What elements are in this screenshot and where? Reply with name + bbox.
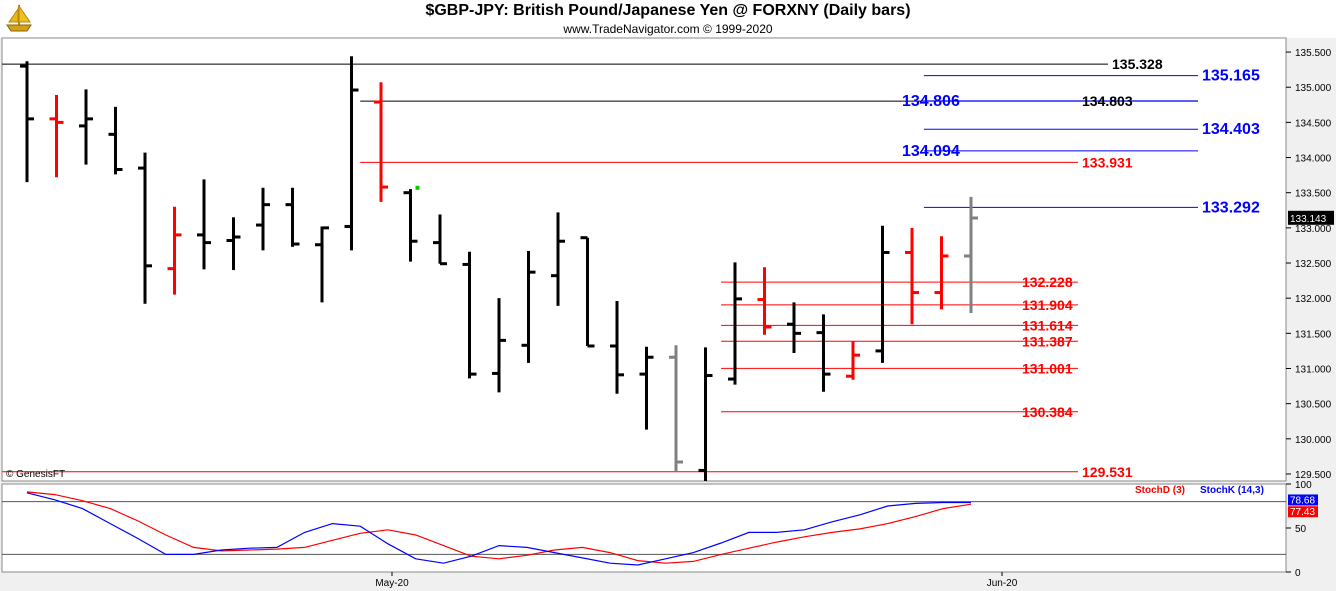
price-tick-label: 130.500	[1295, 400, 1332, 411]
level-label-134.403: 134.403	[1202, 121, 1260, 138]
level-label-131.387: 131.387	[1022, 333, 1073, 349]
ohlc-bar[interactable]	[197, 179, 211, 270]
price-tick-label: 135.500	[1295, 48, 1332, 59]
last-d-box	[1288, 506, 1318, 518]
ohlc-bar[interactable]	[374, 82, 388, 202]
level-label-131.904: 131.904	[1022, 297, 1073, 313]
price-panel-frame	[1, 37, 1287, 482]
ohlc-bar[interactable]	[551, 212, 565, 306]
ohlc-bar[interactable]	[521, 251, 536, 363]
ohlc-bar[interactable]	[698, 347, 713, 481]
level-label-135.165: 135.165	[1202, 68, 1260, 85]
stoch-k-legend: StochK (14,3)	[1200, 485, 1264, 496]
last-d-label: 77.43	[1290, 507, 1315, 518]
last-price-box	[1288, 210, 1334, 225]
level-label-129.531: 129.531	[1082, 464, 1133, 480]
price-tick-label: 129.500	[1295, 470, 1332, 481]
chart-subtitle: www.TradeNavigator.com © 1999-2020	[563, 22, 773, 36]
price-tick-label: 133.500	[1295, 189, 1332, 200]
price-tick-label: 131.500	[1295, 329, 1332, 340]
last-k-box	[1288, 494, 1318, 506]
price-tick-label: 135.000	[1295, 83, 1332, 94]
stoch-line-d	[26, 491, 972, 564]
ohlc-bar[interactable]	[934, 236, 949, 310]
ohlc-bar[interactable]	[20, 61, 34, 183]
ohlc-bar[interactable]	[492, 298, 506, 393]
ohlc-bar[interactable]	[285, 187, 300, 247]
ohlc-bar[interactable]	[816, 314, 831, 392]
ohlc-bar[interactable]	[846, 341, 860, 380]
level-label-134.806: 134.806	[902, 93, 960, 110]
ohlc-bar[interactable]	[580, 236, 595, 348]
ohlc-bar[interactable]	[964, 196, 978, 313]
ohlc-bar[interactable]	[79, 89, 93, 165]
ohlc-bar[interactable]	[757, 267, 772, 335]
price-tick-label: 132.500	[1295, 259, 1332, 270]
ohlc-bar[interactable]	[728, 262, 742, 385]
ohlc-bar[interactable]	[108, 106, 123, 175]
ohlc-bar[interactable]	[226, 217, 241, 271]
price-tick-label: 133.000	[1295, 224, 1332, 235]
stoch-line-k	[26, 492, 971, 566]
price-tick-label: 131.000	[1295, 364, 1332, 375]
level-label-133.292: 133.292	[1202, 199, 1260, 216]
date-tick-label: May-20	[375, 578, 409, 589]
stoch-tick-label: 0	[1295, 568, 1301, 579]
ohlc-bar[interactable]	[787, 302, 801, 354]
sailboat-logo-icon[interactable]	[4, 2, 34, 34]
level-label-131.001: 131.001	[1022, 360, 1073, 376]
date-axis: May-20 Jun-20	[375, 572, 1018, 589]
ohlc-bar[interactable]	[639, 346, 654, 430]
price-tick-label: 134.500	[1295, 118, 1332, 129]
ohlc-bar[interactable]	[669, 345, 683, 472]
level-label-134.094: 134.094	[902, 143, 960, 160]
stoch-tick-label: 50	[1295, 524, 1307, 535]
chart-title: $GBP-JPY: British Pound/Japanese Yen @ F…	[425, 2, 911, 19]
level-label-134.803: 134.803	[1082, 93, 1133, 109]
price-tick-label: 130.000	[1295, 435, 1332, 446]
date-tick-label: Jun-20	[987, 578, 1018, 589]
ohlc-bar[interactable]	[138, 152, 152, 304]
level-label-130.384: 130.384	[1022, 404, 1073, 420]
chart-header: $GBP-JPY: British Pound/Japanese Yen @ F…	[0, 0, 1336, 38]
stoch-d-legend: StochD (3)	[1135, 485, 1185, 496]
ohlc-bar[interactable]	[610, 300, 624, 394]
price-tick-label: 134.000	[1295, 154, 1332, 165]
genesis-watermark: © GenesisFT	[6, 469, 65, 480]
level-label-132.228: 132.228	[1022, 274, 1073, 290]
ohlc-bar[interactable]	[462, 251, 477, 379]
ohlc-bar[interactable]	[256, 187, 270, 251]
ohlc-bar[interactable]	[905, 227, 919, 325]
ohlc-bar[interactable]	[167, 206, 182, 295]
price-tick-label: 132.000	[1295, 294, 1332, 305]
stoch-tick-label: 100	[1295, 480, 1312, 491]
signal-marker-icon	[415, 185, 420, 190]
ohlc-bar[interactable]	[49, 94, 64, 178]
level-label-133.931: 133.931	[1082, 154, 1133, 170]
ohlc-bar[interactable]	[315, 226, 329, 303]
last-k-label: 78.68	[1290, 495, 1315, 506]
ohlc-bar[interactable]	[403, 189, 418, 262]
stoch-panel-frame	[1, 483, 1287, 573]
level-label-131.614: 131.614	[1022, 317, 1073, 333]
ohlc-bar[interactable]	[433, 214, 447, 266]
ohlc-bar[interactable]	[875, 225, 890, 363]
ohlc-bar[interactable]	[344, 56, 359, 251]
last-price-label: 133.143	[1290, 214, 1327, 225]
level-label-135.328: 135.328	[1112, 56, 1163, 72]
